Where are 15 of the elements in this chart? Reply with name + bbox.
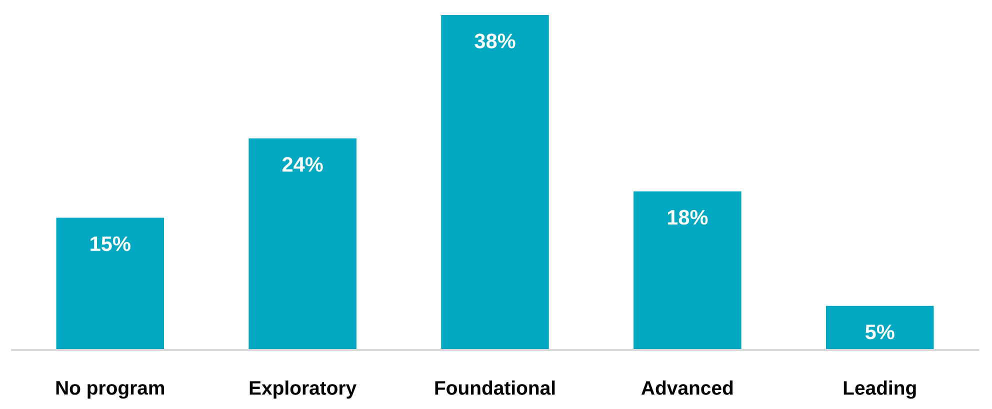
x-tick-label: Foundational [435,380,555,395]
data-label: 38% [474,34,516,48]
data-label: 15% [90,236,130,252]
bar [634,191,742,350]
x-tick-label: Leading [844,380,916,399]
x-tick-label: Exploratory [250,380,356,399]
x-tick-label: No program [56,381,164,399]
bar [826,306,934,350]
x-tick-label: Advanced [641,380,733,395]
bar [248,138,356,350]
bar [56,218,164,350]
bar [441,15,549,350]
data-label: 24% [282,157,323,172]
data-label: 5% [865,324,894,340]
data-label: 18% [668,210,708,225]
